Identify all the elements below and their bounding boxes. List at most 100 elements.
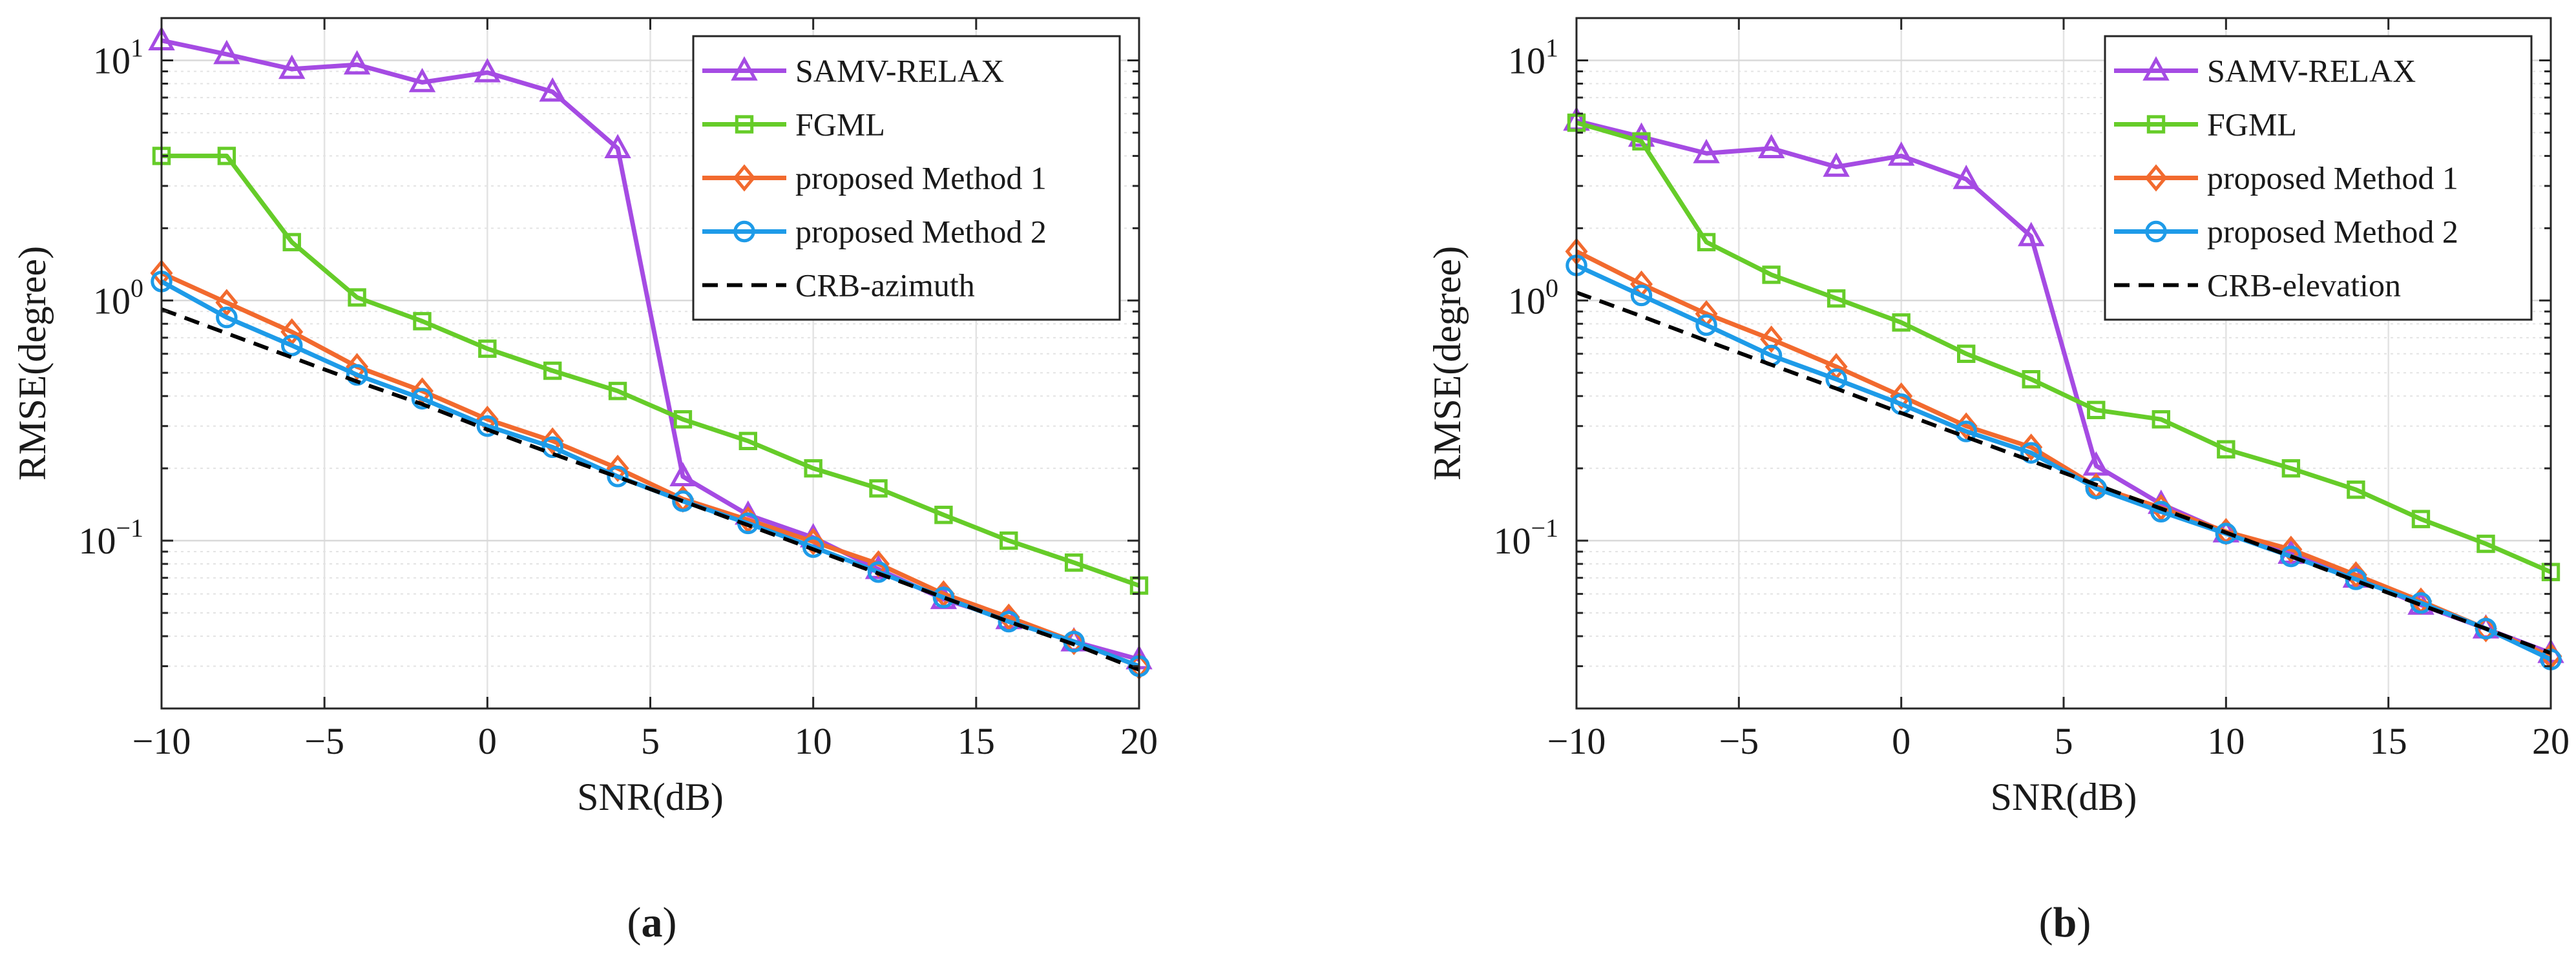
legend-entry-samv-relax: SAMV-RELAX bbox=[2114, 53, 2416, 89]
panel-label-open: ( bbox=[627, 899, 642, 946]
circle-marker bbox=[2085, 477, 2108, 499]
square-marker bbox=[735, 115, 754, 134]
x-tick-label: 0 bbox=[478, 720, 497, 762]
triangle-marker bbox=[1823, 152, 1850, 177]
y-tick-label-exponent: 0 bbox=[1545, 273, 1558, 302]
square-marker bbox=[2217, 440, 2236, 459]
y-tick-label-base: 10 bbox=[93, 39, 131, 81]
chart-panel-a: −10 −5 0 5 10 15 2010−1100101SNR(dB)RMSE(degre… bbox=[11, 17, 1158, 946]
legend-label: FGML bbox=[2207, 107, 2297, 143]
circle-marker bbox=[998, 610, 1020, 633]
x-tick-label: −10 bbox=[132, 720, 191, 762]
x-tick-label: 20 bbox=[1120, 720, 1158, 762]
circle-marker bbox=[1695, 314, 1717, 336]
legend-entry-crb-azimuth: CRB-azimuth bbox=[702, 267, 975, 304]
circle-marker bbox=[733, 220, 755, 243]
legend-entry-proposed-method-2: proposed Method 2 bbox=[702, 214, 1047, 250]
ticks bbox=[160, 18, 1140, 710]
diamond-marker bbox=[1890, 382, 1913, 410]
diamond-marker bbox=[1954, 412, 1978, 440]
square-marker bbox=[2087, 400, 2106, 420]
legend-label: CRB-elevation bbox=[2207, 267, 2401, 304]
legend: SAMV-RELAX FGML proposed Method 1 proposed … bbox=[692, 35, 1121, 321]
legend-label: SAMV-RELAX bbox=[2207, 53, 2416, 89]
y-axis-label: RMSE(degree) bbox=[11, 246, 54, 480]
y-tick-label: 100 bbox=[1508, 273, 1558, 322]
x-tick-label: 10 bbox=[795, 720, 832, 762]
series-line-proposed-method-1 bbox=[160, 271, 1140, 668]
series-line-fgml bbox=[1576, 120, 2552, 574]
panel-label-close: ) bbox=[663, 899, 677, 946]
square-marker bbox=[1064, 553, 1084, 572]
square-marker bbox=[2146, 115, 2166, 134]
diamond-marker bbox=[541, 427, 564, 455]
legend-label: FGML bbox=[795, 107, 885, 143]
diamond-marker bbox=[2279, 535, 2303, 563]
circle-marker bbox=[541, 436, 563, 459]
circle-marker bbox=[280, 335, 303, 356]
legend-entry-crb-elevation: CRB-elevation bbox=[2114, 267, 2401, 304]
circle-marker bbox=[672, 490, 694, 512]
square-marker bbox=[217, 147, 236, 165]
x-tick-label: 15 bbox=[2370, 720, 2407, 762]
triangle-marker bbox=[278, 54, 306, 79]
y-tick-label: 101 bbox=[1508, 33, 1558, 81]
legend-entry-proposed-method-1: proposed Method 1 bbox=[2114, 160, 2458, 196]
circle-marker bbox=[867, 561, 890, 583]
series-line-fgml bbox=[162, 153, 1140, 588]
legend-label: proposed Method 2 bbox=[2207, 214, 2458, 250]
diamond-marker bbox=[606, 455, 629, 482]
panel-label-letter: b bbox=[2053, 899, 2077, 946]
circle-marker bbox=[2020, 442, 2042, 464]
y-tick-label-exponent: 1 bbox=[131, 33, 143, 62]
square-marker bbox=[869, 479, 888, 498]
panel-label: (a) bbox=[627, 899, 677, 946]
square-marker bbox=[1632, 132, 1651, 151]
triangle-marker bbox=[539, 77, 566, 102]
triangle-marker bbox=[1757, 134, 1785, 159]
y-tick-label-base: 10 bbox=[1508, 39, 1545, 81]
y-tick-label: 101 bbox=[93, 33, 143, 81]
x-tick-label: −5 bbox=[304, 720, 344, 762]
square-marker bbox=[1892, 313, 1911, 332]
x-tick-label: 15 bbox=[958, 720, 995, 762]
y-tick-label-base: 10 bbox=[78, 520, 116, 562]
triangle-marker bbox=[1887, 141, 1915, 166]
x-tick-label: −10 bbox=[1547, 720, 1606, 762]
square-marker bbox=[348, 288, 366, 307]
series-crb-elevation bbox=[1575, 291, 2552, 656]
triangle-marker bbox=[2018, 222, 2045, 247]
diamond-marker bbox=[733, 164, 756, 192]
legend: SAMV-RELAX FGML proposed Method 1 proposed … bbox=[2104, 35, 2533, 321]
square-marker bbox=[738, 431, 757, 451]
diamond-marker bbox=[215, 289, 238, 316]
square-marker bbox=[934, 506, 953, 524]
triangle-marker bbox=[1953, 165, 1980, 189]
legend-label: SAMV-RELAX bbox=[795, 53, 1004, 89]
triangle-marker bbox=[408, 68, 436, 92]
chart-panel-b: −10 −5 0 5 10 15 2010−1100101SNR(dB)RMSE(degre… bbox=[1426, 17, 2570, 946]
triangle-marker bbox=[1693, 139, 1720, 163]
legend-entry-fgml: FGML bbox=[2114, 107, 2297, 143]
square-marker bbox=[1827, 289, 1846, 308]
circle-marker bbox=[476, 415, 499, 437]
y-tick-label-exponent: −1 bbox=[116, 513, 143, 542]
circle-marker bbox=[932, 586, 955, 608]
y-tick-label: 10−1 bbox=[78, 513, 143, 562]
series-fgml bbox=[1567, 113, 2560, 581]
circle-marker bbox=[216, 306, 238, 329]
square-marker bbox=[608, 382, 627, 400]
diamond-marker bbox=[1760, 326, 1783, 353]
triangle-marker bbox=[731, 56, 758, 81]
panel-label: (b) bbox=[2039, 899, 2091, 946]
ticks bbox=[1575, 18, 2552, 710]
square-marker bbox=[673, 410, 693, 429]
diamond-marker bbox=[802, 528, 825, 555]
circle-marker bbox=[411, 388, 434, 410]
legend-entry-samv-relax: SAMV-RELAX bbox=[702, 53, 1004, 89]
square-marker bbox=[2477, 534, 2495, 553]
legend-entry-proposed-method-2: proposed Method 2 bbox=[2114, 214, 2458, 250]
square-marker bbox=[2022, 370, 2040, 389]
legend-entry-fgml: FGML bbox=[702, 107, 885, 143]
